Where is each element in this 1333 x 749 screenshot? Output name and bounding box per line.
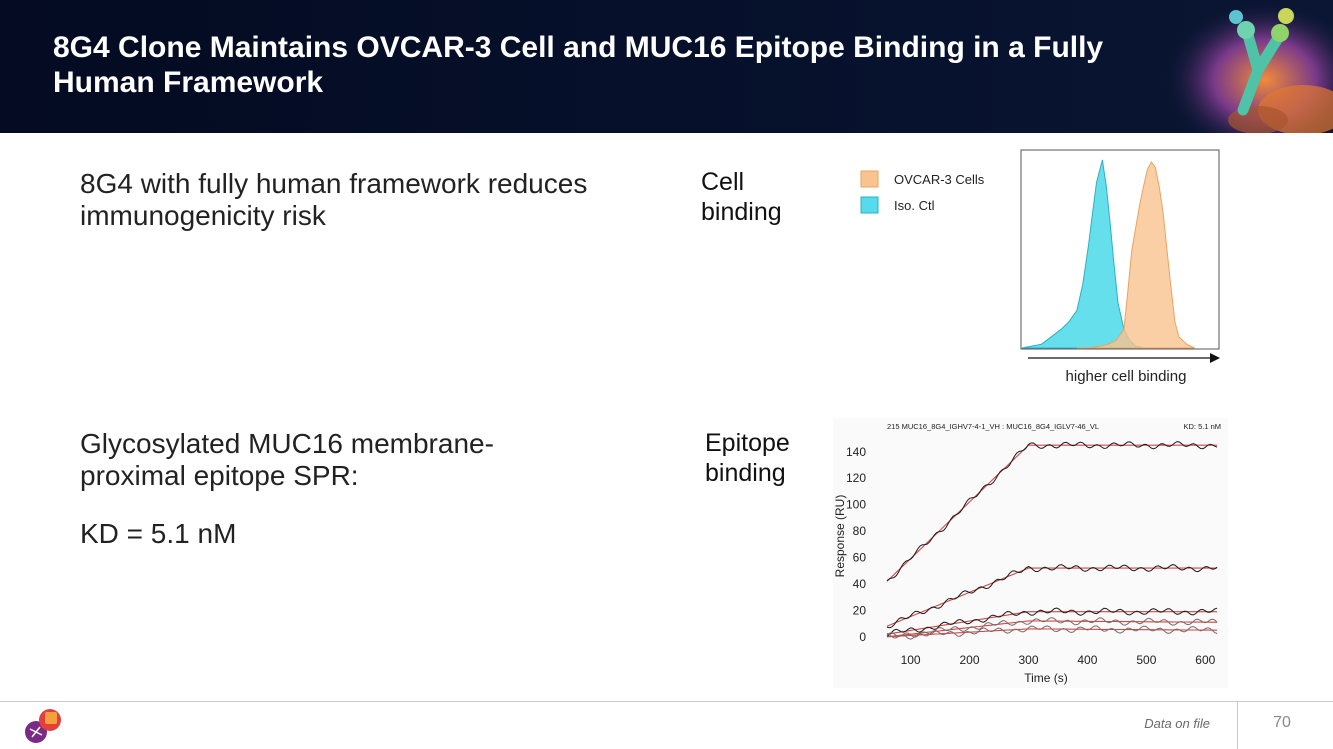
legend-label-ovcar: OVCAR-3 Cells [894, 172, 985, 187]
label-epitope-binding: Epitope binding [705, 429, 790, 487]
point-kd: KD = 5.1 nM [80, 518, 237, 549]
histogram-legend: OVCAR-3 Cells Iso. Ctl [860, 170, 985, 214]
legend-label-isotype: Iso. Ctl [894, 198, 935, 213]
legend-swatch-ovcar [860, 170, 879, 188]
spr-measured-curve [886, 617, 1218, 638]
spr-ytick-label: 100 [846, 498, 866, 512]
spr-fit-curve [886, 620, 1218, 638]
legend-swatch-isotype [860, 196, 879, 214]
spr-kd-annotation: KD: 5.1 nM [1183, 422, 1221, 431]
spr-ytick-label: 140 [846, 445, 866, 459]
company-logo-icon [25, 709, 61, 743]
data-on-file-note: Data on file [1144, 716, 1210, 731]
title-banner: 8G4 Clone Maintains OVCAR-3 Cell and MUC… [0, 0, 1333, 133]
spr-ytick-label: 80 [853, 524, 867, 538]
footer-vertical-divider [1237, 701, 1238, 749]
higher-binding-arrow-head-icon [1210, 353, 1220, 363]
spr-xtick-label: 200 [959, 653, 979, 667]
spr-measured-curve [886, 625, 1218, 640]
spr-background [833, 418, 1228, 688]
spr-measured-curve [886, 441, 1218, 582]
histogram-xlabel: higher cell binding [1066, 368, 1187, 385]
spr-xlabel: Time (s) [1024, 671, 1068, 685]
spr-xtick-label: 400 [1077, 653, 1097, 667]
spr-xtick-label: 300 [1018, 653, 1038, 667]
point-framework: 8G4 with fully human framework reduces i… [80, 168, 588, 231]
slide-title: 8G4 Clone Maintains OVCAR-3 Cell and MUC… [53, 31, 1104, 99]
spr-ytick-label: 0 [859, 630, 866, 644]
spr-xtick-label: 500 [1136, 653, 1156, 667]
label-cell-binding: Cell binding [701, 168, 782, 226]
spr-fit-curve [886, 444, 1218, 582]
spr-title: 215 MUC16_8G4_IGHV7-4-1_VH : MUC16_8G4_I… [887, 422, 1099, 431]
spr-ytick-label: 60 [853, 551, 867, 565]
footer-divider [0, 701, 1333, 702]
spr-ylabel: Response (RU) [833, 495, 847, 578]
spr-xtick-label: 100 [901, 653, 921, 667]
page-number: 70 [1273, 714, 1291, 731]
spr-ytick-label: 40 [853, 577, 867, 591]
cell-binding-histogram: OVCAR-3 Cells Iso. Ctl higher cell bindi… [860, 149, 1220, 385]
point-spr: Glycosylated MUC16 membrane-proximal epi… [80, 428, 494, 491]
spr-sensorgram: 215 MUC16_8G4_IGHV7-4-1_VH : MUC16_8G4_I… [833, 418, 1228, 688]
spr-ytick-label: 120 [846, 471, 866, 485]
histogram-ovcar-area [1076, 160, 1195, 349]
histogram-plot-frame [1020, 149, 1220, 350]
spr-ytick-label: 20 [853, 603, 867, 617]
antibody-illustration-icon [1163, 0, 1333, 133]
spr-xtick-label: 600 [1195, 653, 1215, 667]
spr-measured-curve [886, 564, 1218, 629]
spr-measured-curve [886, 607, 1218, 637]
